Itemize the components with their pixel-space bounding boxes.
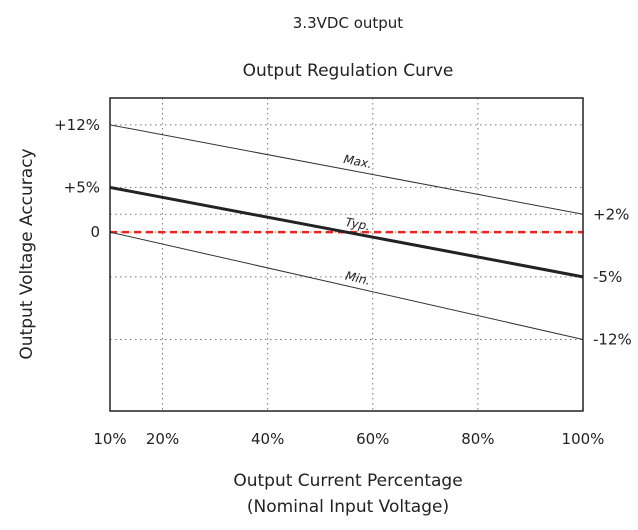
x-axis-label-line2: (Nominal Input Voltage) [247, 497, 449, 517]
series-label-min: Min. [344, 269, 372, 288]
chart-title: Output Regulation Curve [243, 61, 454, 81]
y-tick-right-0: +2% [593, 205, 629, 223]
chart-supertitle: 3.3VDC output [293, 14, 404, 32]
y-tick-left-1: +5% [64, 178, 100, 196]
x-tick-label-1: 20% [146, 430, 179, 448]
series-label-max: Max. [342, 152, 373, 171]
y-axis-label: Output Voltage Accuracy [17, 148, 37, 359]
series-line-max [109, 124, 584, 215]
series-line-min [109, 231, 584, 340]
x-axis-label-line1: Output Current Percentage [233, 471, 462, 491]
tick-labels: 10% 20% 40% 60% 80% 100% +12% +5% 0 +2% -5% -12% [54, 116, 632, 448]
series-label-typ: Typ. [344, 215, 371, 233]
y-tick-left-0: +12% [54, 116, 100, 134]
y-tick-left-2: 0 [90, 223, 100, 241]
x-tick-label-2: 40% [251, 430, 284, 448]
y-tick-right-1: -5% [593, 268, 622, 286]
series-line-typ [109, 185, 584, 279]
grid [110, 98, 583, 411]
series-group: Max. Typ. Min. [109, 124, 584, 340]
x-tick-label-5: 100% [562, 430, 605, 448]
x-tick-label-0: 10% [93, 430, 126, 448]
y-tick-right-2: -12% [593, 330, 632, 348]
x-tick-label-4: 80% [461, 430, 494, 448]
x-tick-label-3: 60% [356, 430, 389, 448]
plot-frame [109, 97, 584, 412]
